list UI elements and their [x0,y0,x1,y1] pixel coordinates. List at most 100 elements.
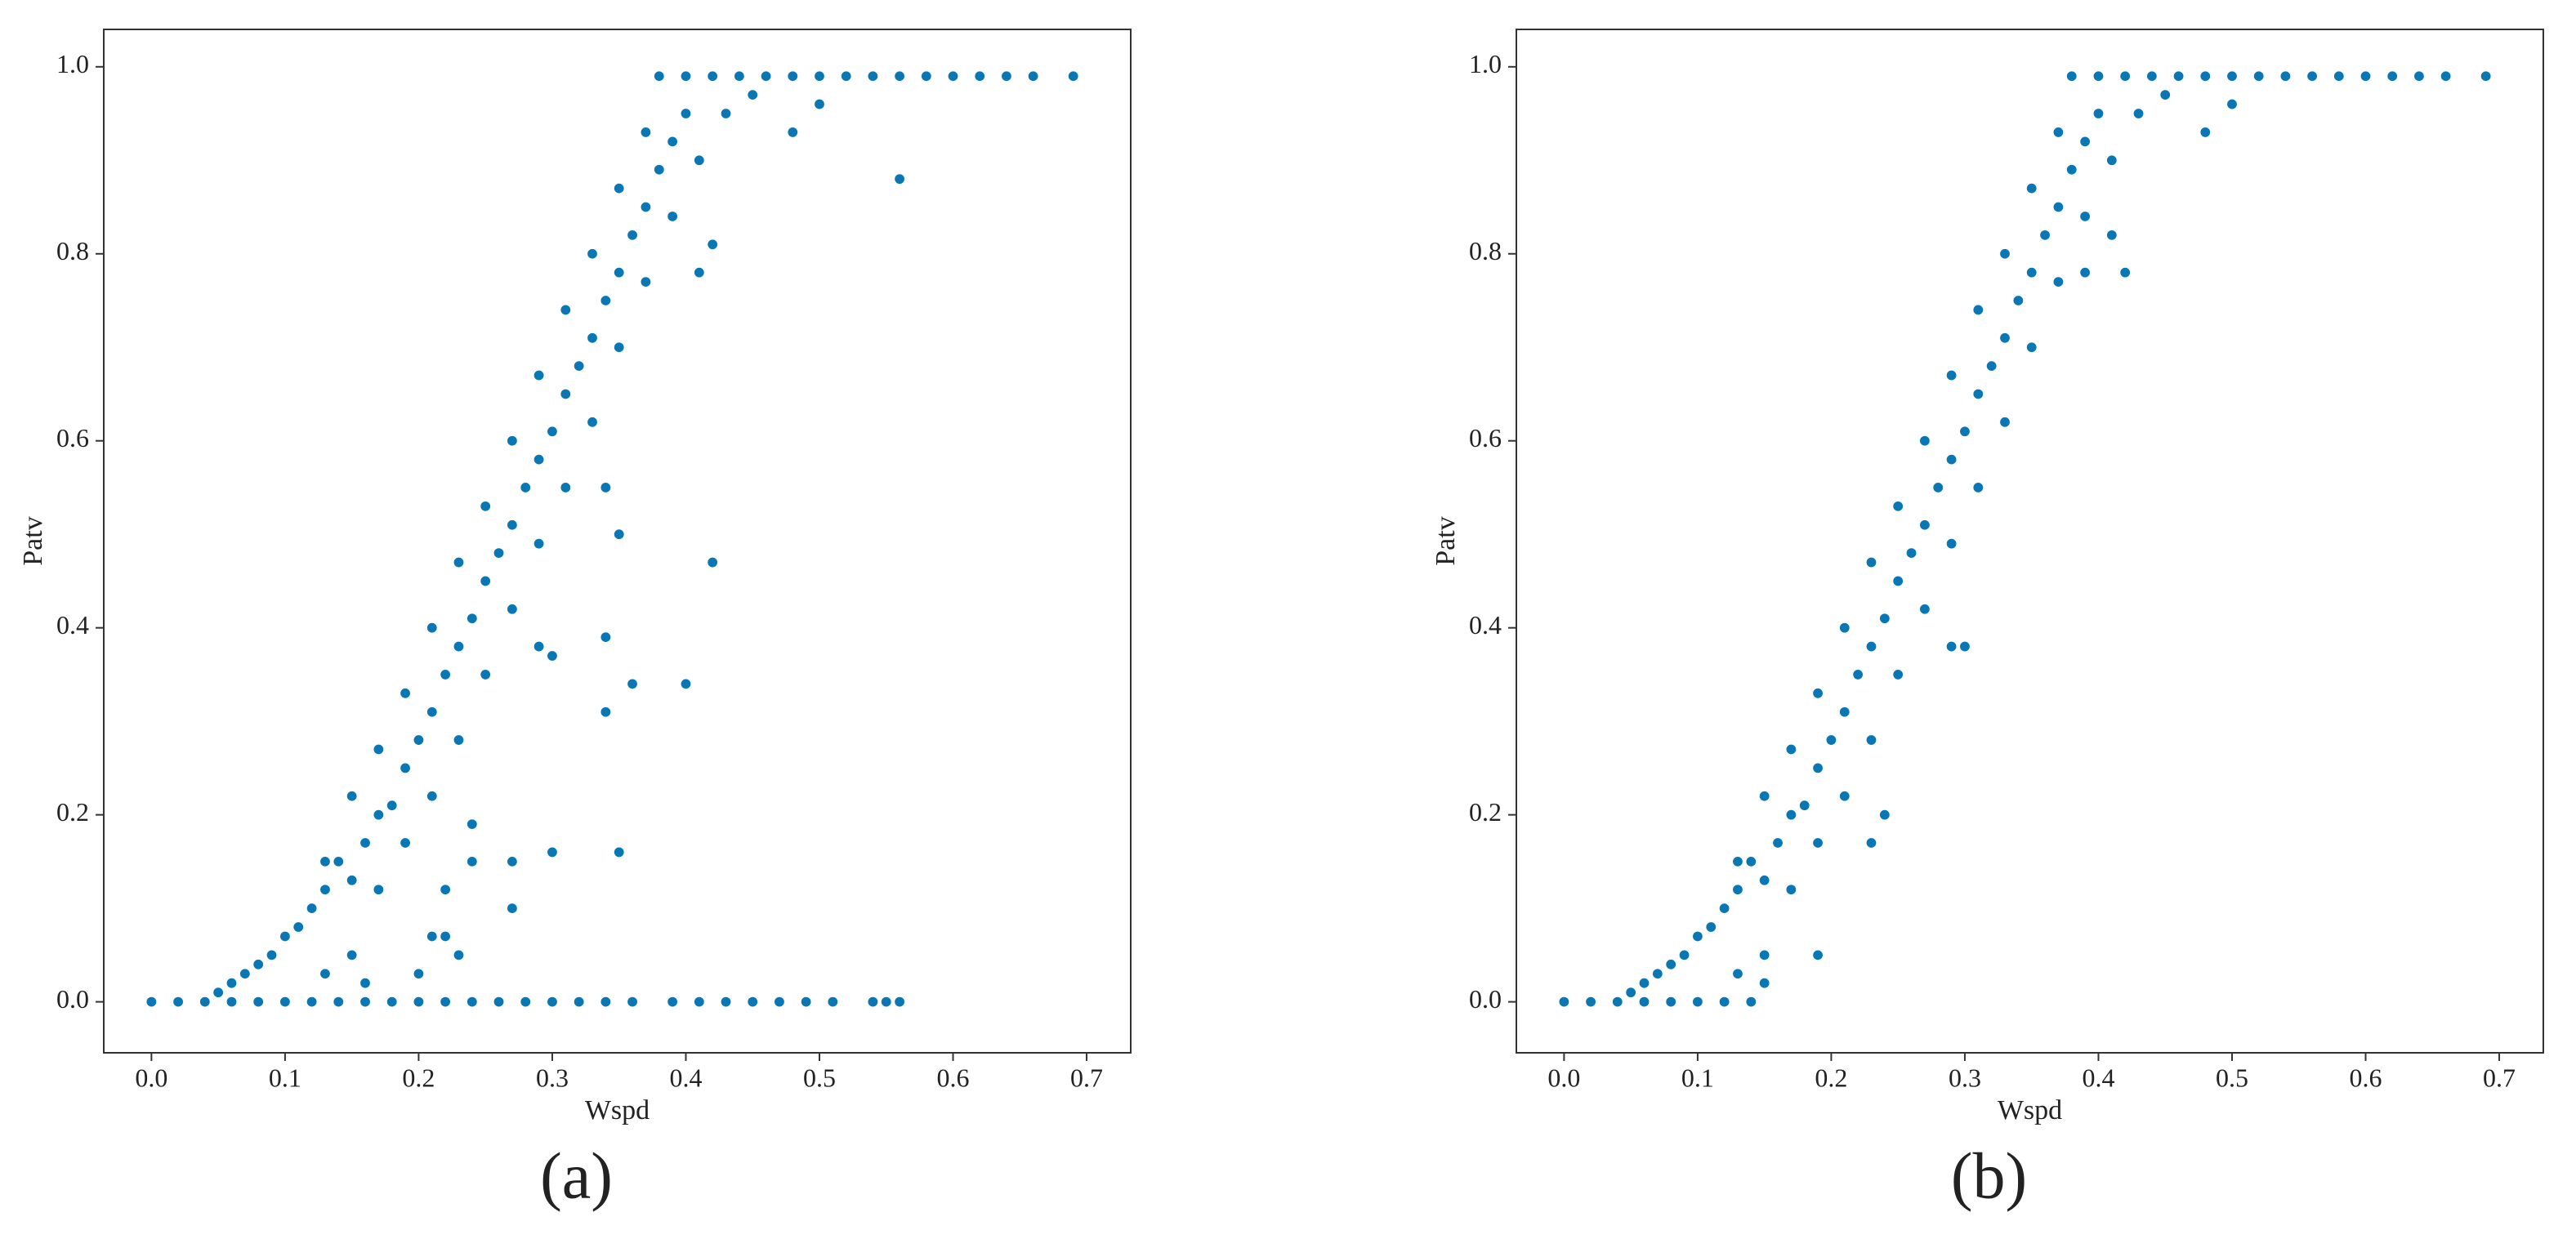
point [453,733,465,747]
x-tick-label: 0.6 [2350,1063,2382,1092]
point [2092,107,2105,120]
point [680,678,692,690]
point [1067,70,1079,82]
point [319,855,332,867]
point [239,968,251,980]
point [373,809,385,821]
point [1918,435,1931,447]
point [346,790,358,802]
point [546,649,559,662]
point [613,266,625,279]
point [2052,126,2065,139]
point [1705,920,1717,934]
point [920,70,932,82]
point [480,575,492,587]
point [813,98,826,110]
point [1811,762,1824,774]
point [626,229,639,241]
point [2052,276,2065,288]
point [319,884,332,896]
point [2119,70,2132,82]
point [2105,154,2118,167]
point [2132,107,2145,120]
point [1758,874,1770,886]
point [2105,229,2118,241]
point [2226,70,2239,82]
point [867,70,879,82]
y-tick-label: 0.2 [1469,797,1502,827]
point [1027,70,1039,82]
point [413,733,425,747]
y-tick-label: 0.4 [1469,610,1502,640]
point [2440,70,2452,82]
point [1892,575,1904,587]
point [586,332,599,344]
point [546,426,559,438]
plot-area [1516,29,2544,1054]
point [1811,687,1824,699]
point [373,743,385,755]
point [1838,622,1851,634]
point [1611,996,1623,1008]
point [1972,481,1984,494]
point [693,266,705,279]
point [1945,537,1958,550]
point [252,996,265,1008]
x-tick-label: 0.4 [669,1063,702,1092]
point [1985,360,1998,372]
point [1745,996,1757,1008]
point [1998,247,2011,260]
point [1998,332,2011,344]
point [560,304,572,316]
point [720,107,732,120]
point [399,836,412,849]
point [667,210,679,223]
point [747,89,759,101]
point [279,930,292,943]
point [1558,996,1570,1008]
point [199,996,211,1008]
point [533,369,545,381]
y-axis-label: Patv [18,516,48,565]
point [586,247,599,260]
point [306,903,318,915]
point [333,996,345,1008]
point [1718,996,1730,1008]
point [1691,930,1704,943]
point [333,855,345,867]
point [1825,733,1837,747]
point [1945,453,1958,466]
point [480,668,492,681]
point [1998,416,2011,428]
point [1758,977,1770,989]
point [373,884,385,896]
point [947,70,959,82]
point [747,996,759,1008]
x-tick-label: 0.1 [1681,1063,1714,1092]
y-tick-label: 0.0 [1469,984,1502,1014]
point [640,126,652,139]
point [426,930,438,943]
point [613,846,625,858]
point [974,70,986,82]
point [533,537,545,550]
point [2172,70,2185,82]
point [2159,89,2172,101]
point [626,996,639,1008]
point [613,528,625,541]
point [359,977,372,989]
point [440,996,452,1008]
y-tick-label: 0.8 [56,236,89,265]
point [1731,855,1744,867]
y-tick-label: 1.0 [1469,49,1502,78]
point [1758,790,1770,802]
point [493,996,505,1008]
x-axis-label: Wspd [585,1095,650,1125]
point [2199,126,2212,139]
x-tick-label: 0.2 [1815,1063,1847,1092]
point [466,855,478,867]
point [1785,809,1797,821]
point [2386,70,2399,82]
point [346,874,358,886]
point [1625,987,1637,999]
